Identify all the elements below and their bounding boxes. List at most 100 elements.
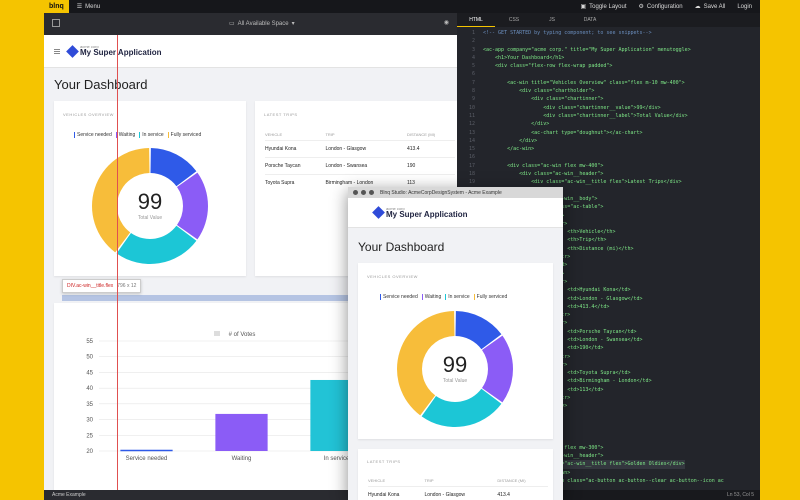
code-line[interactable]: 18 <div class="ac-win__header"> [457,170,760,178]
code-text: <div class="ac-win__header"> [483,171,604,178]
code-line[interactable]: 7 <ac-win title="Vehicles Overview" clas… [457,79,760,87]
column-header[interactable]: VEHICLE [265,132,283,137]
tab-data[interactable]: DATA [583,17,597,23]
code-line[interactable]: 16 [457,153,760,161]
donut-segment[interactable] [455,311,502,350]
code-line[interactable]: 10 <div class="chartinner__value">99</di… [457,104,760,112]
table-row[interactable]: Hyundai Kona London - Glasgow 413.4 [368,486,548,500]
bar[interactable] [215,413,268,451]
cell-trip: London - Swansea [325,157,407,175]
y-tick-label: 45 [86,370,93,376]
code-line[interactable]: 3 <ac-app company="acme corp." title="My … [457,46,760,54]
tab-css[interactable]: CSS [508,17,520,23]
line-number: 13 [468,129,475,136]
cell-distance: 413.4 [406,140,455,158]
blnq-logo[interactable]: blnq [44,0,69,13]
donut-segment[interactable] [176,172,209,240]
cell-trip: Birmingham - London [325,174,407,191]
column-header[interactable]: TRIP [424,478,434,483]
tab-html[interactable]: HTML [457,13,495,27]
code-line[interactable]: 15 </ac-win> [457,145,760,153]
window-titlebar[interactable]: Blnq Studio: AcmeCorpDesignSystem - Acme… [348,187,563,198]
y-tick-label: 50 [86,355,93,361]
brand-name: My Super Application [386,209,468,219]
x-tick-label: Waiting [232,456,252,462]
donut-segment[interactable] [150,148,197,187]
donut-segment[interactable] [397,311,455,416]
code-text: <div class="chartinner__value">99</div> [483,104,661,111]
legend-item[interactable]: Service needed [74,132,112,138]
table-row[interactable]: Hyundai Kona London - Glasgow 413.4 [265,140,455,158]
legend-item[interactable]: Waiting [115,132,135,138]
table-row[interactable]: Toyota Supra Birmingham - London 113 [265,174,455,191]
tooltip-dims: 796 x 12 [117,283,137,289]
code-text: <div class="chartinner"> [483,96,604,103]
table-row[interactable]: Porsche Taycan London - Swansea 190 [265,157,455,175]
y-tick-label: 30 [86,418,93,424]
preview-status: Acme Example [44,490,457,500]
layout-icon: ▣ [580,4,587,10]
code-line[interactable]: 17 <div class="ac-win flex mw-400"> [457,162,760,170]
code-line[interactable]: 13 <ac-chart type="doughnut"></ac-chart> [457,129,760,137]
x-tick-label: Service needed [126,456,168,462]
maximize-window-icon[interactable] [369,190,374,195]
legend-item[interactable]: In service [139,132,164,138]
acme-logo-icon [372,206,385,219]
code-line[interactable]: 6 [457,70,760,78]
bar[interactable] [120,449,173,452]
code-line[interactable]: 1 <!-- GET STARTED by typing component; t… [457,29,760,37]
minimize-window-icon[interactable] [361,190,366,195]
login-button[interactable]: Login [737,3,752,10]
column-header[interactable]: TRIP [325,132,335,137]
donut-segment[interactable] [481,335,513,403]
column-header[interactable]: VEHICLE [368,478,386,483]
space-selector[interactable]: ▭ All Available Space ▾ [229,20,295,28]
column-header[interactable]: DISTANCE (MI) [497,478,526,483]
legend-item[interactable]: Service needed [380,294,418,300]
close-window-icon[interactable] [353,190,358,195]
window-app-header: acme corp My Super Application [348,198,563,228]
hamburger-icon[interactable] [54,48,60,54]
x-tick-label: In service [324,456,350,462]
y-tick-label: 20 [86,449,93,455]
frame-icon[interactable] [52,19,60,27]
donut-segment[interactable] [116,225,197,264]
code-line[interactable]: 12 </div> [457,120,760,128]
code-line[interactable]: 2 [457,37,760,45]
legend-item[interactable]: Fully serviced [167,132,201,138]
inspector-tooltip: DIV.ac-win__title.flex 796 x 12 [62,279,142,293]
menu-button[interactable]: ☰ Menu [76,3,100,11]
line-number: 19 [468,179,475,186]
votes-card: # of Votes 20 25 30 35 40 45 50 55 Service needed… [54,303,394,493]
column-header[interactable]: DISTANCE (MI) [406,132,436,137]
brand-company: acme corp [80,44,99,49]
card-heading: VEHICLES OVERVIEW [367,274,418,279]
code-line[interactable]: 9 <div class="chartinner"> [457,95,760,103]
chevron-down-icon: ▾ [291,21,295,27]
donut-segment[interactable] [421,388,502,427]
chart-legend[interactable]: # of Votes [229,332,256,338]
legend-item[interactable]: Fully serviced [473,294,507,300]
eye-icon[interactable]: ◉ [443,20,449,26]
line-number: 3 [471,46,475,53]
donut-segment[interactable] [92,148,150,253]
line-number: 2 [471,38,475,45]
cell-trip: London - Glasgow [325,140,407,158]
code-line[interactable]: 5 <div class="flex-row flex-wrap padded"… [457,62,760,70]
donut-chart [397,311,513,427]
legend-item[interactable]: In service [445,294,470,300]
code-line[interactable]: 11 <div class="chartinner__label">Total … [457,112,760,120]
tab-js[interactable]: JS [549,17,555,23]
donut-label: Total Value [442,378,468,384]
code-line[interactable]: 8 <div class="chartholder"> [457,87,760,95]
code-line[interactable]: 19 <div class="ac-win__title flex">Lates… [457,178,760,186]
menu-icon: ☰ [76,4,83,10]
code-line[interactable]: 4 <h1>Your Dashboard</h1> [457,54,760,62]
save-all-button[interactable]: ☁ Save All [695,3,726,11]
configuration-button[interactable]: ⚙ Configuration [639,3,683,11]
code-line[interactable]: 14 </div> [457,137,760,145]
legend-item[interactable]: Waiting [421,294,441,300]
window-vehicles-card: VEHICLES OVERVIEW Service needed Waiting… [358,263,553,439]
code-text: </ac-win> [483,146,535,153]
toggle-layout-button[interactable]: ▣ Toggle Layout [580,3,626,11]
